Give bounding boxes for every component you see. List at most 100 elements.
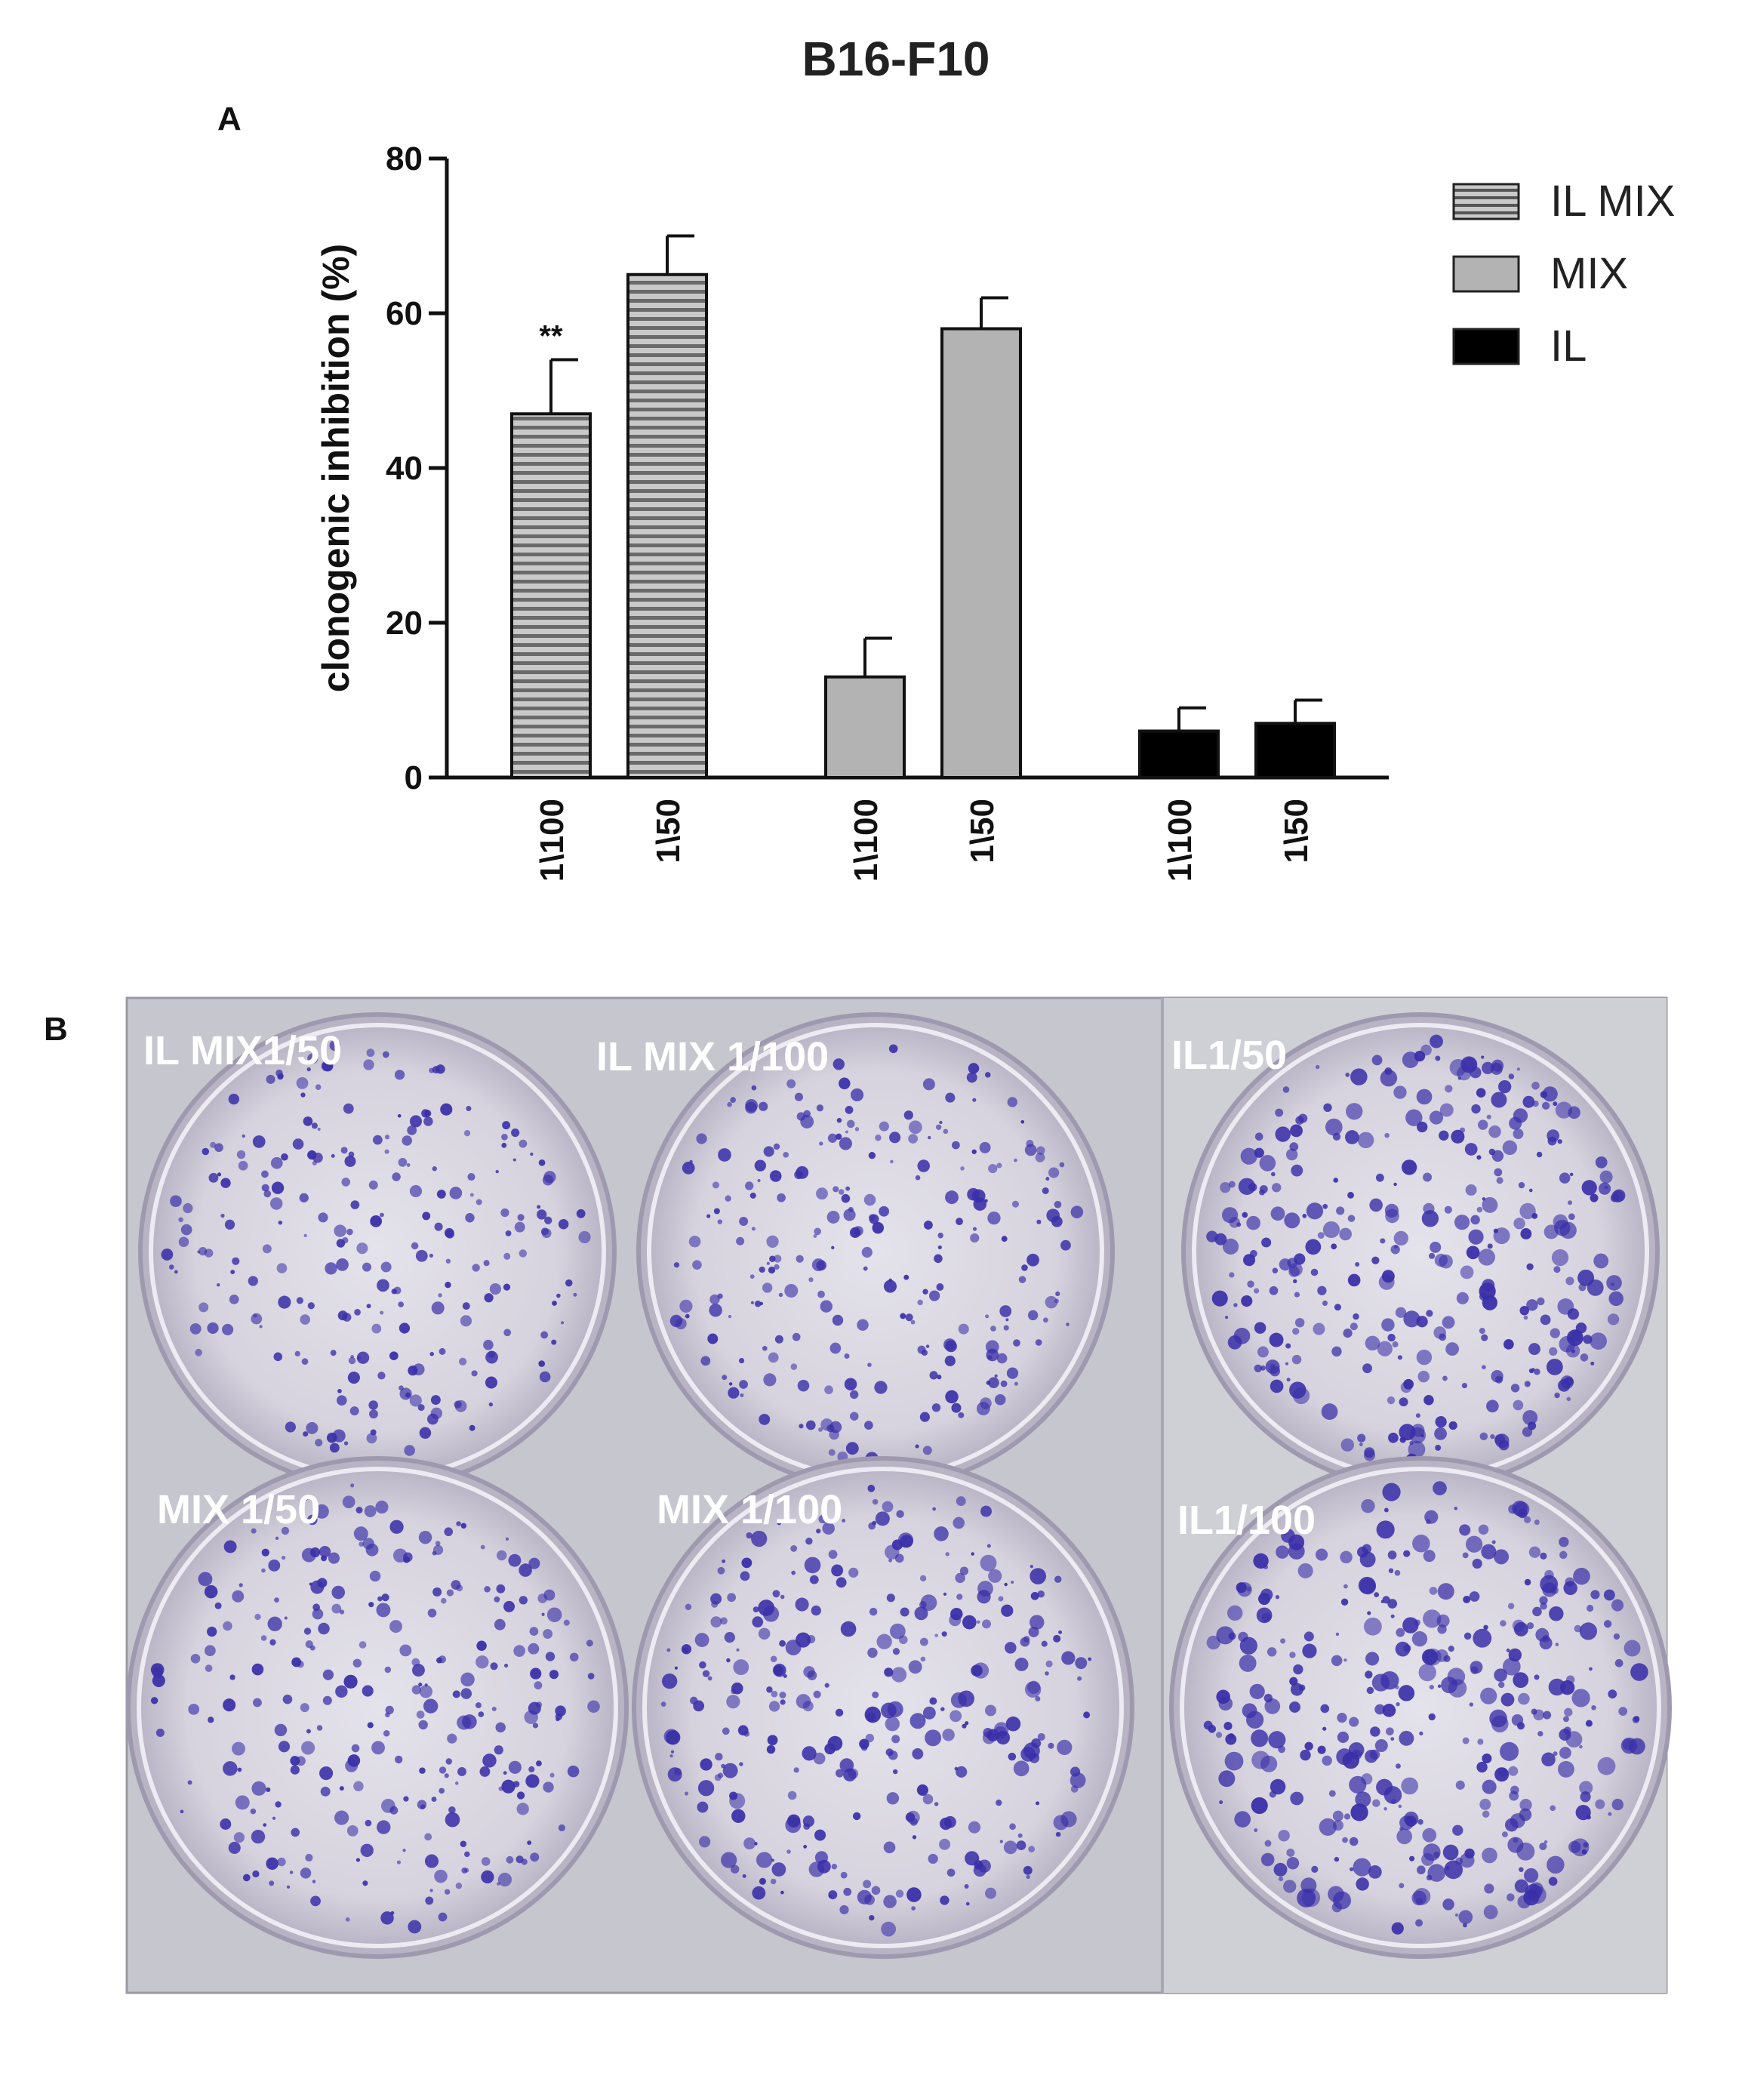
colony — [565, 1279, 573, 1287]
colony — [868, 1522, 876, 1530]
colony — [529, 1627, 539, 1637]
colony — [1494, 1168, 1503, 1177]
colony — [1482, 1847, 1497, 1864]
colony — [205, 1645, 216, 1657]
colony — [890, 1159, 894, 1164]
colony — [1228, 1632, 1236, 1640]
colony — [1263, 1564, 1269, 1570]
colony — [1611, 1798, 1624, 1811]
colony — [1275, 1126, 1291, 1142]
colony — [661, 1673, 678, 1689]
colony — [307, 1302, 315, 1310]
colony — [484, 1586, 491, 1593]
colony — [183, 1202, 193, 1214]
colony — [1251, 1797, 1268, 1815]
colony — [1478, 1119, 1488, 1130]
colony — [1219, 1800, 1223, 1805]
colony — [1382, 1703, 1396, 1717]
colony — [774, 1335, 783, 1344]
colony — [448, 1806, 456, 1814]
colony — [850, 1412, 859, 1421]
colony — [1418, 1663, 1436, 1682]
colony — [777, 1520, 782, 1526]
colony — [229, 1295, 239, 1304]
colony — [1272, 1183, 1282, 1193]
plate-label: MIX 1/50 — [157, 1487, 320, 1532]
colony — [1510, 1384, 1520, 1393]
colony — [303, 1233, 307, 1237]
colony — [889, 1132, 901, 1144]
colony — [707, 1676, 712, 1681]
colony — [311, 1122, 318, 1129]
colony — [1005, 1642, 1017, 1654]
colony — [1470, 1666, 1479, 1674]
colony — [818, 1427, 823, 1432]
colony — [814, 1227, 821, 1236]
colony — [1608, 1812, 1612, 1816]
colony — [1417, 1370, 1430, 1383]
colony — [816, 1260, 826, 1271]
colony — [940, 1707, 945, 1711]
colony — [835, 1708, 844, 1717]
colony — [494, 1596, 500, 1603]
colony — [726, 1658, 731, 1663]
colony — [346, 1825, 359, 1837]
colony — [803, 1844, 808, 1849]
colony — [261, 1548, 269, 1557]
colony — [446, 1589, 454, 1597]
colony — [1590, 1193, 1599, 1202]
colony — [1381, 1270, 1395, 1283]
colony — [229, 1674, 235, 1680]
colony — [1519, 1798, 1532, 1812]
colony — [418, 1530, 432, 1544]
colony — [232, 1257, 240, 1265]
colony — [753, 1606, 759, 1612]
colony — [161, 1249, 174, 1261]
colony — [527, 1840, 532, 1846]
colony — [769, 1170, 782, 1182]
colony — [794, 1092, 803, 1101]
colony — [1236, 1222, 1242, 1227]
colony — [1614, 1658, 1624, 1667]
colony — [1573, 1567, 1590, 1585]
category-label: 1\50 — [1278, 799, 1315, 864]
colony — [1482, 1753, 1492, 1763]
colony — [949, 1614, 962, 1627]
colony — [1571, 1838, 1590, 1857]
colony — [1506, 1648, 1510, 1652]
colony — [290, 1765, 300, 1775]
y-tick-label: 80 — [386, 140, 423, 177]
colony — [768, 1701, 780, 1712]
colony — [512, 1158, 516, 1162]
colony — [1322, 1203, 1328, 1209]
colony — [1331, 1346, 1342, 1357]
colony — [784, 1283, 799, 1298]
colony — [1427, 1864, 1446, 1882]
colony — [1270, 1778, 1286, 1795]
colony — [934, 1254, 943, 1264]
colony — [476, 1640, 487, 1652]
colony — [1511, 1714, 1524, 1726]
colony — [1540, 1552, 1547, 1560]
colony — [1444, 1860, 1463, 1880]
colony — [476, 1199, 482, 1205]
colony — [1028, 1626, 1039, 1637]
colony — [828, 1449, 836, 1456]
colony — [1396, 1701, 1400, 1707]
colony — [1385, 1209, 1399, 1224]
legend-swatch-il-mix — [1452, 183, 1520, 220]
colony — [1546, 1358, 1563, 1375]
colony — [1559, 1680, 1575, 1695]
colony — [281, 1153, 288, 1161]
colony — [567, 1765, 580, 1778]
colony — [262, 1244, 272, 1254]
colony — [1423, 1202, 1435, 1215]
colony — [223, 1698, 236, 1712]
colony — [1026, 1253, 1039, 1267]
colony — [1566, 1396, 1571, 1402]
colony — [1000, 1380, 1008, 1387]
colony — [1070, 1205, 1084, 1218]
colony — [774, 1264, 780, 1270]
colony — [1465, 1184, 1477, 1196]
colony — [208, 1172, 219, 1183]
